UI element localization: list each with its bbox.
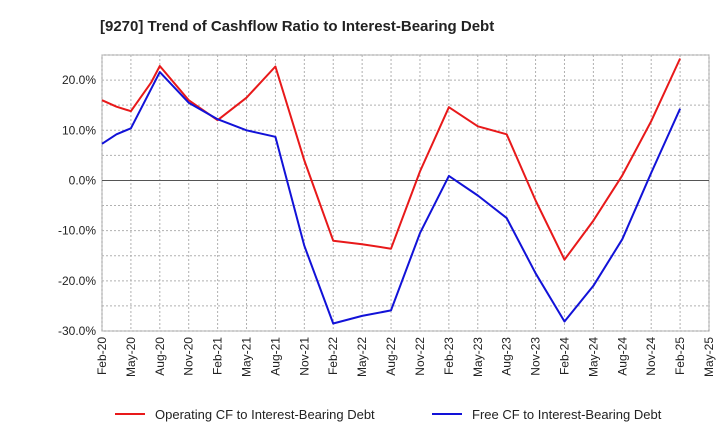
x-tick-label: May-21: [240, 337, 254, 377]
axes: 20.0% 10.0% 0.0% -10.0% -20.0% -30.0%Feb-20 Ma…: [58, 73, 716, 377]
legend-label-2: Free CF to Interest-Bearing Debt: [472, 407, 662, 422]
x-tick-label: Aug-22: [384, 337, 398, 376]
y-tick-label: 20.0%: [62, 73, 96, 87]
plot-area: [101, 54, 710, 332]
x-tick-label: May-24: [586, 337, 600, 377]
x-tick-label: Aug-21: [268, 337, 282, 376]
x-tick-label: Feb-23: [442, 337, 456, 375]
x-tick-label: Feb-25: [673, 337, 687, 375]
x-tick-label: Feb-22: [326, 337, 340, 375]
x-tick-label: May-23: [471, 337, 485, 377]
x-tick-label: Nov-22: [413, 337, 427, 376]
series-line-2: [101, 71, 682, 325]
x-tick-label: May-20: [124, 337, 138, 377]
x-tick-label: Nov-20: [182, 337, 196, 376]
y-tick-label: -30.0%: [58, 324, 96, 338]
series-lines: [101, 58, 682, 325]
x-tick-label: Aug-20: [153, 337, 167, 376]
legend: Operating CF to Interest-Bearing Debt Fre…: [115, 407, 662, 422]
x-tick-label: May-22: [355, 337, 369, 377]
x-tick-label: Feb-21: [211, 337, 225, 375]
x-tick-label: May-25: [702, 337, 716, 377]
y-tick-label: -10.0%: [58, 224, 96, 238]
series-line-1: [101, 58, 682, 261]
x-tick-label: Feb-20: [95, 337, 109, 375]
y-tick-label: 10.0%: [62, 123, 96, 137]
x-tick-label: Nov-23: [529, 337, 543, 376]
y-tick-label: -20.0%: [58, 274, 96, 288]
x-tick-label: Aug-24: [615, 337, 629, 376]
grid-lines: [101, 54, 710, 332]
x-tick-label: Feb-24: [557, 337, 571, 375]
chart-title: [9270] Trend of Cashflow Ratio to Intere…: [100, 18, 494, 35]
x-tick-label: Nov-21: [297, 337, 311, 376]
x-tick-label: Aug-23: [500, 337, 514, 376]
legend-label-1: Operating CF to Interest-Bearing Debt: [155, 407, 375, 422]
y-tick-label: 0.0%: [69, 173, 97, 187]
x-tick-label: Nov-24: [644, 337, 658, 376]
